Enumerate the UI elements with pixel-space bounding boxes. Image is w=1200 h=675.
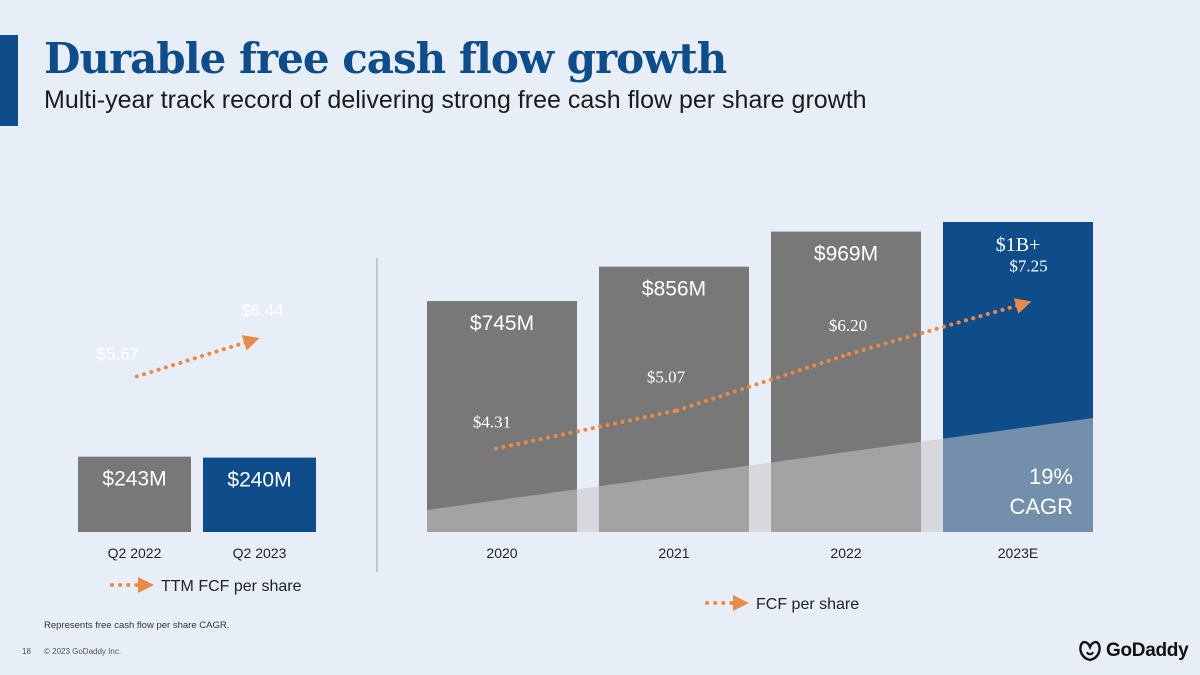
fcf-line-label-0-0: $5.67 — [96, 345, 139, 364]
x-tick-q2-2022: Q2 2022 — [108, 545, 162, 561]
footnote: Represents free cash flow per share CAGR… — [44, 620, 230, 631]
x-tick-2020: 2020 — [486, 545, 517, 561]
bar-value-label-2021: $856M — [642, 278, 706, 301]
fcf-line-segment-1-0 — [494, 408, 679, 451]
page-title: Durable free cash flow growth — [44, 34, 727, 83]
fcf-line-segment-0-0 — [134, 339, 251, 379]
fcf-line-label-1-3: $7.25 — [1009, 257, 1047, 276]
title-accent-bar — [0, 35, 18, 126]
godaddy-logo-icon — [1079, 640, 1101, 662]
cagr-value: 19% — [1029, 464, 1073, 489]
x-tick-2023e: 2023E — [998, 545, 1038, 561]
godaddy-logo: GoDaddy — [1078, 640, 1189, 662]
fcf-line-segment-1-1 — [675, 352, 851, 413]
bar-value-label-q2-2022: $243M — [102, 468, 166, 491]
bar-value-label-2023e: $1B+ — [996, 234, 1041, 256]
legend-label-1: FCF per share — [756, 596, 859, 613]
x-tick-2022: 2022 — [830, 545, 861, 561]
page-number: 18 — [22, 647, 31, 656]
legend-arrow-0 — [138, 577, 154, 593]
fcf-line-label-0-1: $6.44 — [241, 301, 284, 320]
fcf-line-segment-1-2 — [847, 302, 1022, 356]
cagr-label: CAGR — [1009, 494, 1073, 519]
fcf-line-label-1-0: $4.31 — [473, 413, 511, 432]
fcf-line-label-1-2: $6.20 — [829, 316, 867, 335]
bar-value-label-2022: $969M — [814, 243, 878, 266]
fcf-line-arrowhead-1 — [1013, 298, 1032, 314]
bar-q2-2023 — [203, 457, 316, 532]
bar-q2-2022 — [78, 456, 191, 532]
page-subtitle: Multi-year track record of delivering st… — [44, 86, 867, 114]
x-tick-q2-2023: Q2 2023 — [233, 545, 287, 561]
copyright: © 2023 GoDaddy Inc. — [44, 647, 122, 656]
fcf-line-label-1-1: $5.07 — [647, 368, 686, 387]
bar-value-label-2020: $745M — [470, 312, 534, 335]
x-tick-2021: 2021 — [658, 545, 689, 561]
legend-arrow-1 — [733, 595, 749, 611]
logo-text: GoDaddy — [1106, 640, 1189, 661]
legend-label-0: TTM FCF per share — [161, 578, 302, 595]
cagr-area — [427, 418, 1093, 532]
bar-value-label-q2-2023: $240M — [227, 469, 291, 492]
fcf-line-arrowhead-0 — [241, 335, 260, 351]
